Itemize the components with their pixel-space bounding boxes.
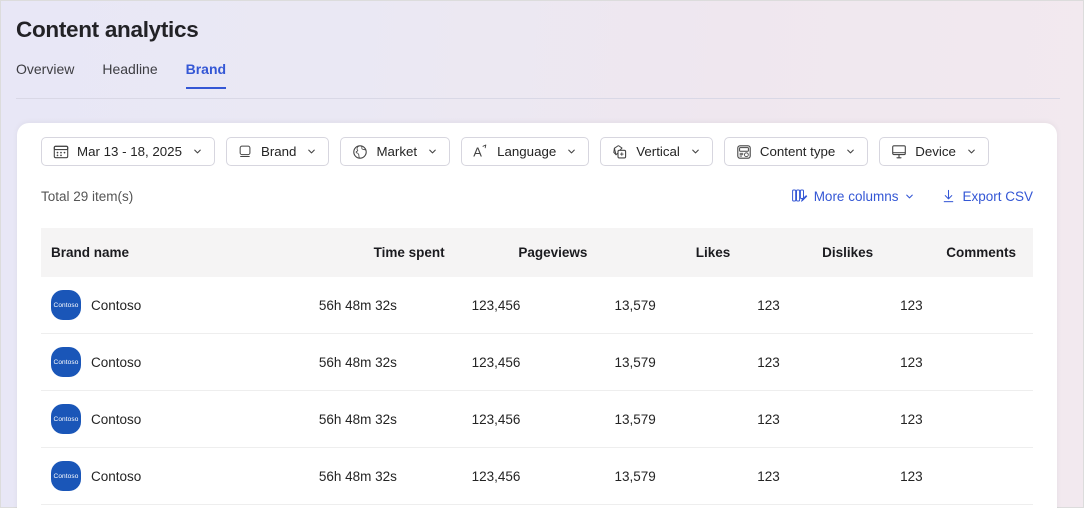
svg-text:A: A [473, 144, 482, 159]
